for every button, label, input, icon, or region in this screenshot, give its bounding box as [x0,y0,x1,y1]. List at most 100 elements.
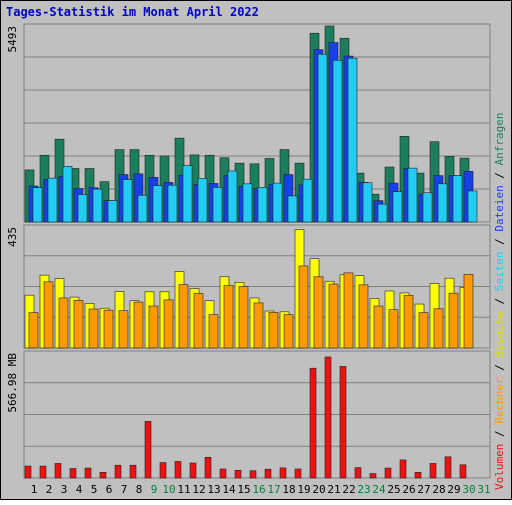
x-tick-label: 16 [252,483,265,496]
legend-entry-anfragen: Anfragen [493,112,506,165]
bar-seiten-day-25 [392,191,403,223]
x-tick-label: 17 [267,483,280,496]
bar-rechner-day-28 [433,308,444,349]
legend-entry-seiten: Seiten [493,252,506,292]
bar-volumen-day-26 [399,459,407,479]
bar-volumen-day-22 [339,366,347,479]
legend-separator: / [493,358,506,378]
bar-seiten-day-26 [407,167,418,223]
bar-seiten-day-15 [242,183,253,223]
bar-seiten-day-30 [467,190,478,223]
bar-seiten-day-10 [167,184,178,223]
x-tick-label: 15 [237,483,250,496]
bar-volumen-day-1 [24,465,32,479]
bar-volumen-day-28 [429,463,437,479]
x-tick-label: 24 [372,483,386,496]
panel-1: 5493 [6,23,491,223]
bar-seiten-day-24 [377,203,388,223]
bar-volumen-day-11 [174,461,182,479]
bar-volumen-day-19 [294,468,302,479]
bar-seiten-day-29 [452,175,463,223]
panel-3: 566.98 MB [6,350,491,479]
bar-rechner-day-23 [358,284,369,349]
bar-volumen-day-27 [414,471,422,479]
bar-volumen-day-7 [114,464,122,479]
bar-rechner-day-30 [463,273,474,349]
bar-seiten-day-8 [137,194,148,223]
bar-volumen-day-14 [219,468,227,479]
bar-volumen-day-21 [324,356,332,479]
bar-rechner-day-10 [163,299,174,349]
x-tick-label: 8 [136,483,143,496]
bar-volumen-day-29 [444,456,452,479]
bar-seiten-day-13 [212,187,223,223]
x-tick-label: 19 [297,483,310,496]
bar-rechner-day-5 [88,308,99,349]
x-axis-day-labels: 1 2 3 4 5 6 7 8 9 10 11 12 13 14 15 16 17 18 19 20 21 22 23 24 2… [31,483,491,496]
bar-seiten-day-16 [257,187,268,223]
bar-seiten-day-22 [347,57,358,223]
bar-volumen-day-4 [69,468,77,479]
bar-rechner-day-29 [448,292,459,349]
x-tick-label: 23 [357,483,370,496]
x-tick-label: 13 [207,483,220,496]
bar-volumen-day-6 [99,471,107,479]
bar-seiten-day-6 [107,200,118,223]
x-tick-label: 12 [192,483,205,496]
legend-separator: / [493,165,506,185]
bar-volumen-day-20 [309,367,317,479]
bar-rechner-day-7 [118,310,129,349]
bar-seiten-day-2 [47,177,58,223]
bar-seiten-day-4 [77,194,88,223]
x-tick-label: 6 [106,483,113,496]
bar-rechner-day-16 [253,302,264,349]
bar-volumen-day-8 [129,464,137,479]
bar-rechner-day-12 [193,293,204,349]
bar-rechner-day-18 [283,314,294,349]
x-tick-label: 4 [76,483,83,496]
bar-seiten-day-18 [287,195,298,223]
bar-rechner-day-3 [58,297,69,349]
bar-rechner-day-9 [148,305,159,349]
legend-separator: / [493,291,506,311]
x-tick-label: 26 [402,483,415,496]
bar-rechner-day-17 [268,312,279,349]
bar-rechner-day-8 [133,301,144,349]
legend-entry-volumen: Volumen [493,444,506,490]
panel-2: 435 [6,224,491,349]
x-tick-label: 2 [46,483,53,496]
bar-seiten-day-5 [92,188,103,223]
bar-volumen-day-25 [384,467,392,479]
bar-seiten-day-14 [227,170,238,223]
right-legend: Volumen / Rechner / Besuche / Seiten / D… [493,112,506,490]
bar-rechner-day-20 [313,276,324,349]
bar-rechner-day-1 [28,312,39,349]
x-tick-label: 1 [31,483,38,496]
bar-volumen-day-9 [144,421,152,479]
x-tick-label: 18 [282,483,295,496]
bar-seiten-day-12 [197,178,208,223]
bar-seiten-day-17 [272,182,283,223]
bar-rechner-day-14 [223,285,234,349]
chart-title: Tages-Statistik im Monat April 2022 [6,5,259,19]
bar-volumen-day-12 [189,462,197,479]
bar-volumen-day-16 [249,470,257,479]
x-tick-label: 14 [222,483,236,496]
legend-separator: / [493,232,506,252]
x-tick-label: 11 [177,483,190,496]
bar-rechner-day-6 [103,309,114,349]
bar-volumen-day-18 [279,467,287,479]
bar-volumen-day-13 [204,456,212,479]
bar-seiten-day-27 [422,192,433,223]
bar-volumen-day-23 [354,467,362,479]
x-tick-label: 10 [162,483,175,496]
panel-scale-label: 566.98 MB [6,353,19,413]
x-tick-label: 27 [417,483,430,496]
bar-rechner-day-19 [298,265,309,349]
bar-seiten-day-3 [62,166,73,223]
bar-seiten-day-7 [122,179,133,223]
bar-volumen-day-5 [84,467,92,479]
bar-rechner-day-4 [73,300,84,349]
x-tick-label: 29 [447,483,460,496]
